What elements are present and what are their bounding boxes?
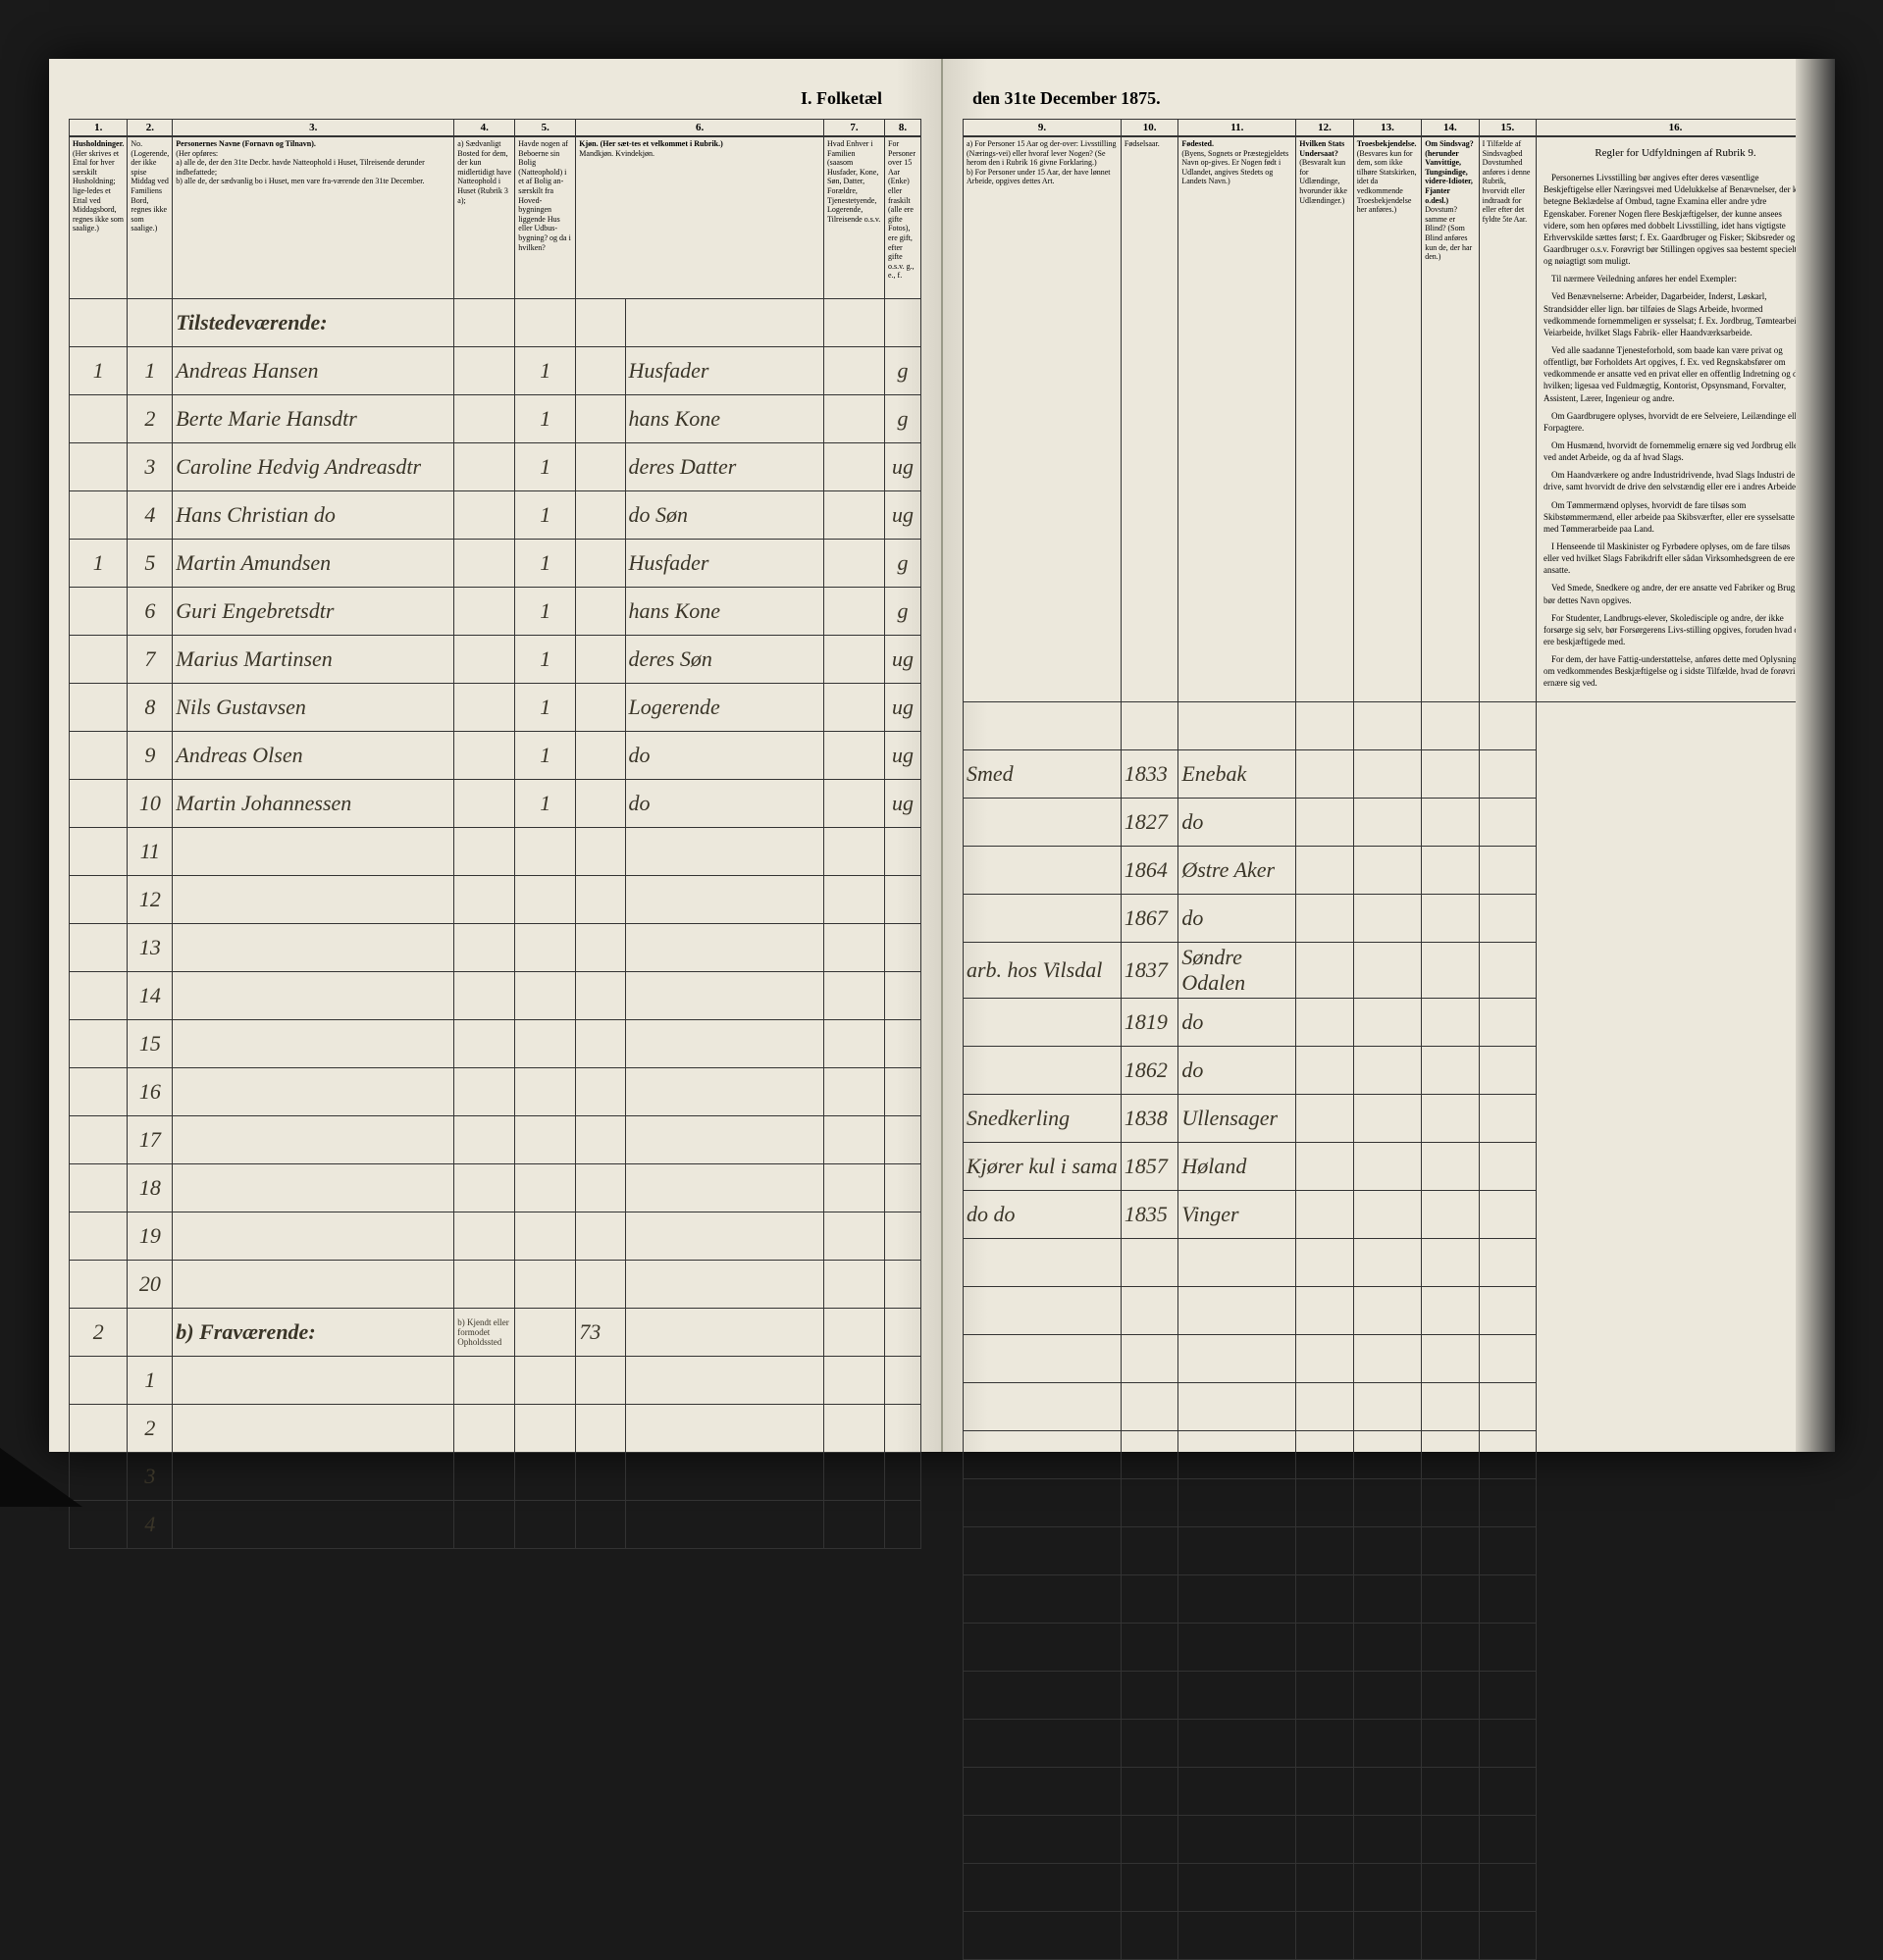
instruction-paragraph: Om Gaardbrugere oplyses, hvorvidt de ere… — [1543, 410, 1807, 434]
col-7: 7. — [824, 120, 885, 137]
hdr-11: Fødested.(Byens, Sognets or Præstegjelde… — [1178, 136, 1296, 701]
table-row: 1864Østre Aker — [964, 846, 1815, 894]
table-row: 2Berte Marie Hansdtr1hans Koneg — [70, 395, 921, 443]
hdr-1: Husholdninger.(Her skrives et Ettal for … — [70, 136, 128, 299]
instruction-paragraph: Om Husmænd, hvorvidt de fornemmelig ernæ… — [1543, 439, 1807, 463]
table-row: 1862do — [964, 1046, 1815, 1094]
table-row: 1819do — [964, 998, 1815, 1046]
census-book: I. Folketæl 1. 2. 3. 4. 5. 6. 7. 8. Hush… — [49, 59, 1835, 1452]
section-b-label: b) Fraværende: — [173, 1309, 454, 1357]
hdr-4: a) Sædvanligt Bosted for dem, der kun mi… — [454, 136, 515, 299]
section-a-label: Tilstedeværende: — [173, 299, 454, 347]
col-13: 13. — [1353, 120, 1422, 137]
col-14: 14. — [1422, 120, 1479, 137]
col-4: 4. — [454, 120, 515, 137]
col-12: 12. — [1296, 120, 1353, 137]
instruction-paragraph: Ved alle saadanne Tjenesteforhold, som b… — [1543, 344, 1807, 404]
instruction-paragraph: Til nærmere Veiledning anføres her endel… — [1543, 273, 1807, 284]
instruction-paragraph: I Henseende til Maskinister og Fyrbødere… — [1543, 541, 1807, 576]
census-table-left: 1. 2. 3. 4. 5. 6. 7. 8. Husholdninger.(H… — [69, 119, 921, 1549]
census-table-right: 9. 10. 11. 12. 13. 14. 15. 16. a) For Pe… — [963, 119, 1815, 1960]
table-row: do do1835Vinger — [964, 1190, 1815, 1238]
table-row: Snedkerling1838Ullensager — [964, 1094, 1815, 1142]
table-row: 6Guri Engebretsdtr1hans Koneg — [70, 588, 921, 636]
instruction-paragraph: For dem, der have Fattig-understøttelse,… — [1543, 653, 1807, 689]
binder-edge — [1796, 59, 1835, 1452]
hdr-14: Om Sindsvag? (herunder Vanvittige, Tungs… — [1422, 136, 1479, 701]
instruction-paragraph: Om Tømmermænd oplyses, hvorvidt de fare … — [1543, 499, 1807, 535]
col-6: 6. — [576, 120, 824, 137]
title-right: den 31te December 1875. — [963, 88, 1815, 109]
table-row: 1867do — [964, 894, 1815, 942]
col-1: 1. — [70, 120, 128, 137]
section-b-73: 73 — [576, 1309, 625, 1357]
colnum-row: 1. 2. 3. 4. 5. 6. 7. 8. — [70, 120, 921, 137]
section-b-row: 2 b) Fraværende: b) Kjendt eller formode… — [70, 1309, 921, 1357]
section-b-hh: 2 — [70, 1309, 128, 1357]
table-row: arb. hos Vilsdal1837Søndre Odalen — [964, 942, 1815, 998]
hdr-16-instructions: Regler for Udfyldningen af Rubrik 9. Per… — [1537, 136, 1815, 701]
hdr-9: a) For Personer 15 Aar og der-over: Livs… — [964, 136, 1122, 701]
hdr-12: Hvilken Stats Undersaat?(Besvaralt kun f… — [1296, 136, 1353, 701]
table-row: Smed1833Enebak — [964, 749, 1815, 798]
header-row-right: a) For Personer 15 Aar og der-over: Livs… — [964, 136, 1815, 701]
instruction-paragraph: For Studenter, Landbrugs-elever, Skoledi… — [1543, 612, 1807, 647]
instruction-paragraph: Personernes Livsstilling bør angives eft… — [1543, 172, 1807, 267]
col-10: 10. — [1121, 120, 1177, 137]
table-row: 9Andreas Olsen1doug — [70, 732, 921, 780]
table-row: 10Martin Johannessen1doug — [70, 780, 921, 828]
hdr-7: Hvad Enhver i Familien (saasom Husfader,… — [824, 136, 885, 299]
hdr-13: Troesbekjendelse.(Besvares kun for dem, … — [1353, 136, 1422, 701]
colnum-row-right: 9. 10. 11. 12. 13. 14. 15. 16. — [964, 120, 1815, 137]
col-15: 15. — [1479, 120, 1536, 137]
hdr-15: I Tilfælde af Sindsvagbed Dovstumhed anf… — [1479, 136, 1536, 701]
table-row: 8Nils Gustavsen1Logerendeug — [70, 684, 921, 732]
hdr-10: Fødselsaar. — [1121, 136, 1177, 701]
right-page: den 31te December 1875. 9. 10. 11. 12. 1… — [943, 59, 1835, 1452]
table-row: 4Hans Christian do1do Sønug — [70, 491, 921, 540]
table-row: 3Caroline Hedvig Andreasdtr1deres Datter… — [70, 443, 921, 491]
hdr-8: For Personer over 15 Aar (Enke) eller fr… — [885, 136, 921, 299]
header-row-left: Husholdninger.(Her skrives et Ettal for … — [70, 136, 921, 299]
left-page: I. Folketæl 1. 2. 3. 4. 5. 6. 7. 8. Hush… — [49, 59, 943, 1452]
table-row: 15Martin Amundsen1Husfaderg — [70, 540, 921, 588]
instruction-paragraph: Ved Benævnelserne: Arbeider, Dagarbeider… — [1543, 290, 1807, 338]
col-5: 5. — [515, 120, 576, 137]
table-row: 1827do — [964, 798, 1815, 846]
instruction-paragraph: Om Haandværkere og andre Industridrivend… — [1543, 469, 1807, 492]
hdr-3: Personernes Navne (Fornavn og Tilnavn).(… — [173, 136, 454, 299]
instruction-paragraph: Ved Smede, Snedkere og andre, der ere an… — [1543, 582, 1807, 605]
hdr-2: No. (Logerende, der ikke spise Middag ve… — [128, 136, 173, 299]
hdr-5: Havde nogen af Beboerne sin Bolig (Natte… — [515, 136, 576, 299]
col-8: 8. — [885, 120, 921, 137]
col-16: 16. — [1537, 120, 1815, 137]
title-left: I. Folketæl — [69, 88, 921, 109]
table-row: 7Marius Martinsen1deres Sønug — [70, 636, 921, 684]
col-2: 2. — [128, 120, 173, 137]
table-row: Kjører kul i sama1857Høland — [964, 1142, 1815, 1190]
table-row: 11Andreas Hansen1Husfaderg — [70, 347, 921, 395]
col-11: 11. — [1178, 120, 1296, 137]
col-3: 3. — [173, 120, 454, 137]
hdr-6: Kjøn. (Her sæt-tes et velkommet i Rubrik… — [576, 136, 824, 299]
col-9: 9. — [964, 120, 1122, 137]
